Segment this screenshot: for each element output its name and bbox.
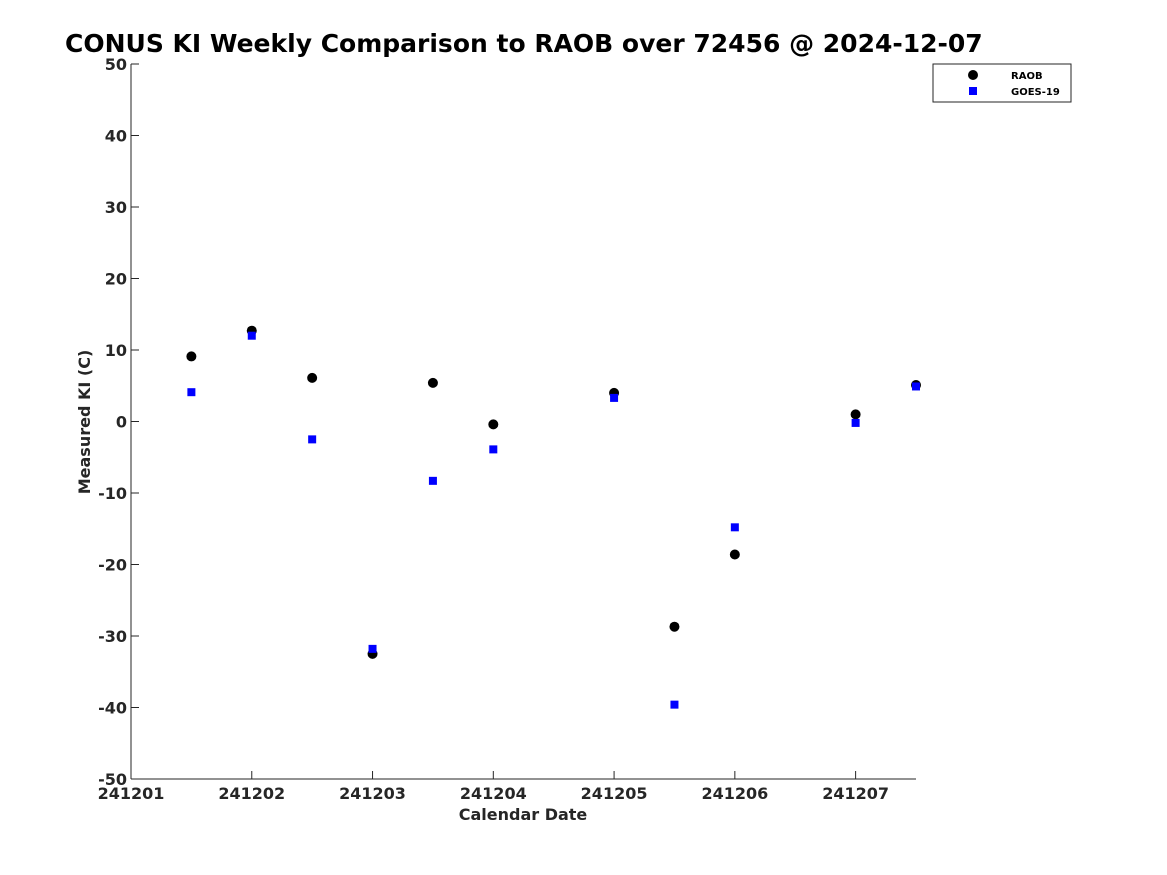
y-tick-label: 0 [116,413,127,432]
legend: RAOB GOES-19 [932,63,1072,103]
y-tick-label: 20 [105,270,127,289]
y-axis-ticks: -50 -40 -30 -20 -10 0 10 20 30 40 50 [98,55,139,789]
legend-goes19-label: GOES-19 [1011,87,1060,98]
legend-goes19-marker [969,87,977,95]
raob-point [186,351,197,362]
goes19-point [368,644,377,653]
x-tick-label: 241202 [218,784,285,803]
y-tick-label: 10 [105,341,127,360]
goes19-point [730,523,739,532]
raob-point [850,409,861,420]
x-axis-ticks: 241201 241202 241203 241204 241205 241206 2412… [98,771,889,803]
x-axis-label: Calendar Date [459,805,588,824]
raob-point [488,419,499,430]
raob-point [729,549,740,560]
y-tick-label: -50 [98,770,127,789]
raob-point [669,621,680,632]
series-layer [186,325,921,709]
y-tick-label: -40 [98,699,127,718]
y-tick-label: -20 [98,556,127,575]
x-tick-label: 241205 [581,784,648,803]
legend-box [932,63,1072,103]
chart-title: CONUS KI Weekly Comparison to RAOB over … [65,29,983,58]
legend-raob-marker [968,70,978,80]
goes19-point [489,445,498,454]
legend-raob-label: RAOB [1011,71,1043,82]
x-tick-label: 241203 [339,784,406,803]
y-tick-label: -30 [98,627,127,646]
y-tick-label: 40 [105,127,127,146]
y-tick-label: 30 [105,198,127,217]
x-tick-label: 241206 [701,784,768,803]
plot-area [131,64,916,779]
goes19-point [610,393,619,402]
goes19-point [851,418,860,427]
goes19-point [428,476,437,485]
goes19-point [912,382,920,391]
raob-point [427,377,438,388]
goes19-point [308,435,317,444]
goes19-point [247,331,256,340]
x-tick-label: 241201 [98,784,165,803]
y-tick-label: -10 [98,484,127,503]
x-tick-label: 241204 [460,784,527,803]
goes19-point [670,700,679,709]
y-tick-label: 50 [105,55,127,74]
raob-point [307,372,318,383]
y-axis-label: Measured KI (C) [75,350,94,495]
x-tick-label: 241207 [822,784,889,803]
goes19-point [187,388,196,397]
